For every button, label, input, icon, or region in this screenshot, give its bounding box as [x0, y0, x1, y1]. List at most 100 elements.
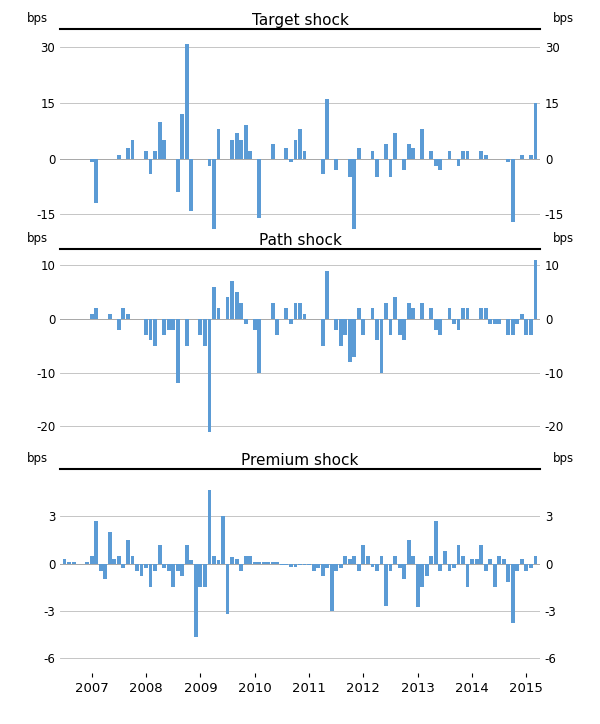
Bar [520, 559, 524, 563]
Bar [461, 556, 465, 563]
Bar [94, 521, 98, 563]
Bar [108, 532, 112, 563]
Bar [94, 159, 98, 203]
Bar [352, 159, 356, 230]
Bar [529, 563, 533, 568]
Bar [85, 562, 89, 563]
Bar [421, 129, 424, 159]
Bar [167, 563, 170, 571]
Bar [352, 319, 356, 356]
Bar [190, 560, 193, 563]
Bar [497, 319, 501, 324]
Bar [375, 159, 379, 177]
Bar [443, 551, 447, 563]
Bar [171, 319, 175, 329]
Bar [302, 313, 307, 319]
Bar [457, 544, 460, 563]
Bar [153, 319, 157, 346]
Bar [439, 159, 442, 170]
Bar [493, 319, 497, 324]
Bar [448, 563, 451, 571]
Bar [511, 563, 515, 623]
Bar [493, 563, 497, 587]
Title: Path shock: Path shock [259, 233, 341, 248]
Bar [402, 319, 406, 340]
Bar [393, 298, 397, 319]
Bar [181, 563, 184, 576]
Bar [425, 563, 429, 576]
Bar [339, 563, 343, 568]
Bar [90, 159, 94, 162]
Bar [439, 563, 442, 571]
Bar [488, 559, 492, 563]
Bar [153, 151, 157, 159]
Bar [112, 559, 116, 563]
Bar [117, 556, 121, 563]
Bar [140, 563, 143, 576]
Bar [253, 319, 257, 329]
Bar [167, 319, 170, 329]
Bar [248, 151, 252, 159]
Bar [121, 563, 125, 568]
Bar [144, 319, 148, 335]
Bar [411, 308, 415, 319]
Bar [67, 562, 71, 563]
Bar [71, 562, 76, 563]
Bar [212, 556, 216, 563]
Bar [407, 540, 410, 563]
Bar [416, 563, 419, 607]
Bar [533, 260, 538, 319]
Bar [280, 563, 284, 565]
Bar [461, 151, 465, 159]
Bar [176, 563, 179, 571]
Bar [289, 159, 293, 162]
Bar [398, 319, 401, 335]
Bar [502, 559, 506, 563]
Bar [253, 562, 257, 563]
Bar [131, 140, 134, 159]
Bar [149, 563, 152, 587]
Bar [457, 319, 460, 329]
Bar [289, 319, 293, 324]
Text: bps: bps [26, 12, 47, 25]
Bar [153, 563, 157, 571]
Bar [103, 563, 107, 579]
Bar [271, 144, 275, 159]
Bar [217, 308, 220, 319]
Bar [321, 159, 325, 174]
Bar [208, 319, 211, 432]
Bar [484, 563, 488, 571]
Bar [479, 544, 483, 563]
Bar [357, 308, 361, 319]
Bar [117, 319, 121, 329]
Bar [475, 559, 479, 563]
Bar [506, 159, 510, 162]
Bar [533, 556, 538, 563]
Bar [371, 151, 374, 159]
Bar [452, 563, 456, 568]
Bar [244, 556, 248, 563]
Bar [226, 298, 229, 319]
Bar [212, 287, 216, 319]
Bar [226, 563, 229, 614]
Bar [144, 563, 148, 568]
Bar [203, 319, 207, 346]
Bar [325, 99, 329, 159]
Bar [520, 155, 524, 159]
Bar [321, 319, 325, 346]
Bar [230, 140, 234, 159]
Bar [484, 308, 488, 319]
Bar [520, 313, 524, 319]
Text: bps: bps [553, 12, 574, 25]
Bar [298, 129, 302, 159]
Bar [466, 563, 469, 587]
Bar [284, 563, 289, 565]
Bar [407, 144, 410, 159]
Bar [221, 516, 225, 563]
Bar [126, 540, 130, 563]
Bar [275, 319, 279, 335]
Bar [506, 563, 510, 582]
Bar [126, 148, 130, 159]
Bar [162, 563, 166, 568]
Bar [212, 159, 216, 230]
